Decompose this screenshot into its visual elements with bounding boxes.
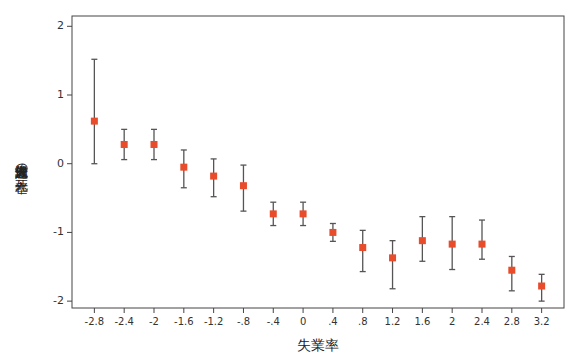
x-tick-label: 2.4: [474, 316, 490, 327]
point: [210, 173, 217, 180]
error-bar: [91, 59, 97, 163]
y-tick-label: -2: [53, 294, 64, 307]
error-bar: [181, 150, 187, 188]
x-tick-label: 0: [300, 316, 306, 327]
x-tick-label: 2.8: [504, 316, 520, 327]
error-bar: [270, 202, 276, 225]
point: [180, 164, 187, 171]
x-tick-label: 1.2: [385, 316, 401, 327]
point: [359, 244, 366, 251]
y-tick-label: -1: [53, 225, 64, 238]
y-tick: [67, 26, 72, 27]
x-tick: [273, 308, 274, 313]
x-tick-label: -1.2: [204, 316, 224, 327]
point: [91, 118, 98, 125]
point: [479, 241, 486, 248]
plot-frame: [72, 16, 564, 308]
error-bar: [449, 217, 455, 270]
error-bar: [121, 129, 127, 159]
error-bar: [151, 129, 157, 159]
x-tick-label: 3.2: [534, 316, 550, 327]
marks: [91, 59, 545, 301]
point: [121, 141, 128, 148]
x-tick: [482, 308, 483, 313]
x-tick-label: -2.8: [85, 316, 105, 327]
x-tick-label: -.8: [237, 316, 250, 327]
point: [240, 182, 247, 189]
point: [389, 254, 396, 261]
x-tick-label: 2: [449, 316, 455, 327]
error-bar: [390, 241, 396, 289]
x-tick: [511, 308, 512, 313]
error-bar: [240, 165, 246, 211]
x-tick-label: .8: [358, 316, 368, 327]
x-tick: [422, 308, 423, 313]
x-tick-label: -1.6: [174, 316, 194, 327]
y-tick: [67, 232, 72, 233]
x-tick-label: -2: [149, 316, 159, 327]
error-bar: [211, 159, 217, 197]
y-tick-label: 0: [57, 157, 64, 170]
point: [508, 267, 515, 274]
point: [449, 241, 456, 248]
y-tick: [67, 163, 72, 164]
point: [329, 229, 336, 236]
chart: -2 -1 0 1 2 -2.8 -2.4 -2 -1.6 -1.2 -.8 -.4 0 .4 .8 1.2 1…: [0, 0, 580, 360]
x-tick: [452, 308, 453, 313]
point: [270, 210, 277, 217]
x-tick: [183, 308, 184, 313]
y-tick-label: 1: [57, 88, 64, 101]
error-bar: [419, 217, 425, 262]
point: [538, 283, 545, 290]
error-bar: [539, 274, 545, 301]
y-tick-label: 2: [57, 19, 64, 32]
x-tick: [541, 308, 542, 313]
error-bar: [509, 256, 515, 290]
x-tick: [362, 308, 363, 313]
y-tick: [67, 95, 72, 96]
point: [151, 141, 158, 148]
x-axis: -2.8 -2.4 -2 -1.6 -1.2 -.8 -.4 0 .4 .8 1.2 1.6 2 2.4 2…: [85, 308, 550, 327]
y-axis-label: 老人保健施設の死亡率: [15, 155, 30, 195]
x-tick: [94, 308, 95, 313]
x-tick-label: -2.4: [114, 316, 134, 327]
x-tick: [154, 308, 155, 313]
x-tick: [124, 308, 125, 313]
x-tick: [303, 308, 304, 313]
error-bar: [360, 230, 366, 271]
x-tick: [332, 308, 333, 313]
x-axis-label: 失業率: [297, 337, 339, 353]
error-bar: [300, 202, 306, 225]
error-bar: [330, 223, 336, 241]
x-tick: [243, 308, 244, 313]
x-tick-label: 1.6: [414, 316, 430, 327]
x-tick-label: .4: [328, 316, 338, 327]
point: [300, 210, 307, 217]
x-tick: [392, 308, 393, 313]
y-tick: [67, 301, 72, 302]
x-tick: [213, 308, 214, 313]
x-tick-label: -.4: [267, 316, 280, 327]
point: [419, 237, 426, 244]
error-bar: [479, 220, 485, 259]
y-axis: -2 -1 0 1 2: [53, 19, 72, 307]
